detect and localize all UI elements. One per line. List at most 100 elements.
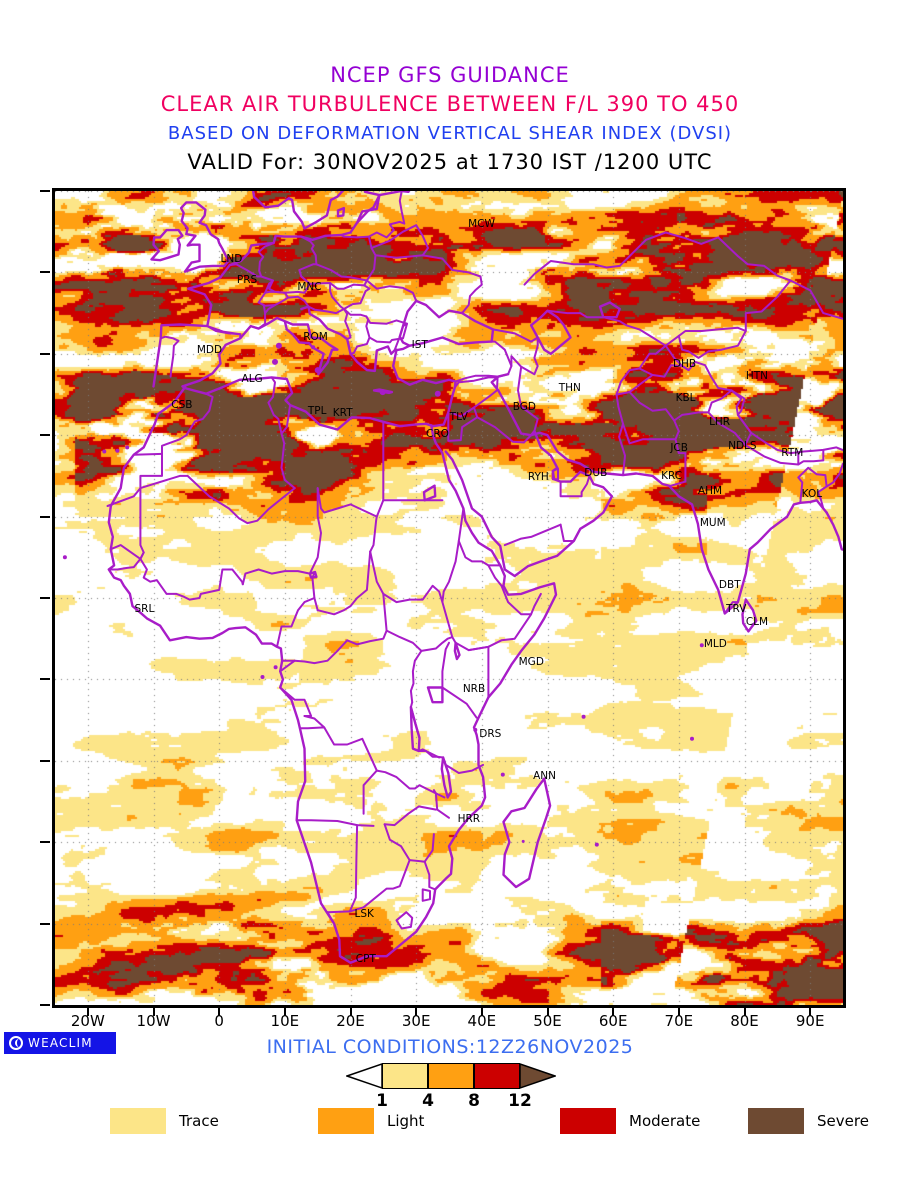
political-border-swaziland <box>421 888 431 902</box>
political-border-libya-sudan <box>369 499 385 553</box>
x-axis-tick-label: 40E <box>467 1012 497 1030</box>
political-border-niger-chad <box>308 487 322 575</box>
political-border-china-mong <box>789 279 843 320</box>
coastline-italy-boot <box>300 305 411 373</box>
political-border-sudan-ssudan <box>369 507 465 604</box>
weaclim-logo[interactable]: WEACLIM <box>4 1032 116 1054</box>
political-border-libya-chad <box>316 487 378 518</box>
legend-item-light: Light <box>318 1108 424 1134</box>
political-border-balkan2 <box>342 308 371 355</box>
coastline-lake-chad <box>308 570 318 579</box>
island-marker-10 <box>690 736 694 741</box>
circle-c-icon <box>9 1036 23 1050</box>
political-border-saudi-iraq <box>476 416 533 444</box>
island-marker-14 <box>125 445 130 450</box>
political-border-swiss <box>257 290 290 307</box>
legend-swatch-light <box>318 1108 374 1134</box>
coastline-border-overlay <box>62 191 843 964</box>
political-border-alg-mor <box>161 392 214 455</box>
island-marker-15 <box>273 665 278 670</box>
y-axis-tick-mark <box>40 515 50 518</box>
political-border-alg-tun <box>267 376 283 435</box>
political-border-kazakh <box>523 231 792 286</box>
political-border-drc-ang <box>298 726 437 795</box>
colorbar-segment-1[interactable] <box>428 1063 474 1089</box>
x-axis-tick-label: 60E <box>598 1012 628 1030</box>
colorbar-segment-0[interactable] <box>382 1063 428 1089</box>
weaclim-logo-text: WEACLIM <box>28 1036 93 1050</box>
coastline-lakes-victoria <box>426 686 444 704</box>
political-border-nam-sa <box>326 910 351 914</box>
political-border-angola-zam <box>362 769 378 815</box>
title-valid-time: VALID For: 30NOV2025 at 1730 IST /1200 U… <box>187 150 713 174</box>
y-axis-tick-mark <box>40 759 50 762</box>
political-border-libya-alg <box>280 404 296 490</box>
island-marker-3 <box>314 367 321 374</box>
political-border-bot-sa <box>348 859 411 913</box>
legend-label-moderate: Moderate <box>629 1112 701 1130</box>
political-border-india-n <box>707 411 800 466</box>
political-border-afghan <box>615 391 680 445</box>
coastline-caspian <box>529 309 572 356</box>
political-border-romania <box>365 315 408 328</box>
political-border-pak-india <box>668 438 687 487</box>
island-marker-8 <box>594 842 599 847</box>
y-axis-tick-mark <box>40 597 50 599</box>
political-border-nam-bot <box>348 824 359 913</box>
political-border-afghan-n <box>628 374 654 394</box>
political-border-malawi-w <box>432 789 446 799</box>
political-border-wsahara <box>132 452 163 456</box>
x-axis-tick-label: 90E <box>795 1012 825 1030</box>
x-axis-tick-mark <box>283 1008 286 1016</box>
y-axis-tick-mark <box>40 352 50 355</box>
coastline-lake-tanganyika <box>409 705 421 753</box>
coastline-africa-west <box>107 422 558 964</box>
coastline-africa-north <box>153 348 457 431</box>
legend-swatch-moderate <box>560 1108 616 1134</box>
coastline-redsea-e <box>444 429 828 615</box>
island-marker-7 <box>581 714 586 719</box>
political-border-kyrgyz <box>677 330 747 359</box>
x-axis-tick-label: 70E <box>664 1012 694 1030</box>
political-border-wsahara-s <box>106 452 163 507</box>
political-border-kenya-tz <box>441 686 478 719</box>
political-border-kenya-ug <box>441 641 450 689</box>
colorbar[interactable]: 1 4 8 12 <box>344 1062 558 1111</box>
x-axis-tick-mark <box>415 1008 418 1016</box>
political-border-balkan <box>307 305 352 341</box>
political-border-congo-gab <box>279 659 296 673</box>
x-axis-tick-mark <box>152 1008 155 1016</box>
political-border-tz-moz <box>442 756 485 774</box>
political-border-zim-sa <box>408 859 437 891</box>
coastline-aral <box>598 301 621 319</box>
political-border-china-nepal <box>736 413 753 434</box>
political-border-syria-iraq <box>451 376 499 418</box>
island-marker-9 <box>699 643 704 648</box>
legend-swatch-trace <box>110 1108 166 1134</box>
political-border-belarus <box>370 224 429 257</box>
x-axis-tick-mark <box>218 1008 221 1016</box>
x-axis-tick-mark <box>349 1008 352 1016</box>
political-border-lesotho <box>395 911 414 930</box>
x-axis-tick-label: 10E <box>270 1012 300 1030</box>
political-border-angola-nam <box>295 819 375 827</box>
colorbar-segment-2[interactable] <box>474 1063 520 1089</box>
political-border-moz-mal <box>434 792 450 819</box>
island-marker-1 <box>275 342 282 349</box>
political-border-india-nepal <box>744 431 753 446</box>
x-axis-tick-mark <box>612 1008 615 1016</box>
political-border-baltic-st <box>367 191 406 239</box>
coastline-nasser <box>422 484 437 502</box>
political-border-mali-sen <box>109 551 145 571</box>
legend-label-severe: Severe <box>817 1112 869 1130</box>
legend-label-light: Light <box>387 1112 425 1130</box>
coastline-iberia-med <box>181 316 339 388</box>
political-border-ethiopia-n <box>457 540 502 567</box>
political-border-chad-cam <box>311 571 319 612</box>
island-marker-16 <box>260 675 265 679</box>
map-plot-area[interactable] <box>52 188 846 1008</box>
coastline-persian-n <box>490 372 533 437</box>
colorbar-tick-4: 4 <box>422 1091 434 1111</box>
legend-item-trace: Trace <box>110 1108 219 1134</box>
coastline-british <box>179 201 230 273</box>
